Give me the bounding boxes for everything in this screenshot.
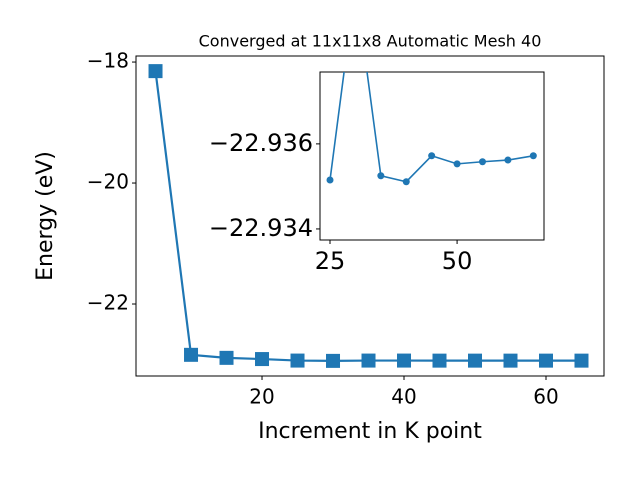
marker [148,64,163,79]
x-tick-label: 60 [533,385,558,409]
x-axis-label: Increment in K point [258,419,482,444]
marker [219,350,234,365]
marker [468,353,483,368]
y-axis-label: Energy (eV) [33,151,58,281]
marker [326,353,341,368]
marker [428,152,436,160]
y-tick-label: −22.936 [209,129,313,157]
x-tick-label: 50 [442,247,473,275]
marker [538,353,553,368]
marker [574,353,589,368]
marker [504,156,512,164]
chart-title: Converged at 11x11x8 Automatic Mesh 40 [199,32,542,51]
x-tick-label: 20 [249,385,274,409]
y-tick-label: −18 [87,49,129,73]
marker [478,158,486,166]
marker [290,353,305,368]
marker [453,160,461,168]
marker [377,172,385,180]
marker [402,178,410,186]
x-tick-label: 40 [391,385,416,409]
marker [255,352,270,367]
marker [503,353,518,368]
marker [326,176,334,184]
marker [184,347,199,362]
marker [361,353,376,368]
plot-area [326,72,537,186]
y-tick-label: −22 [87,291,129,315]
x-tick-label: 25 [315,247,346,275]
y-tick-label: −22.934 [209,214,313,242]
y-tick-label: −20 [87,170,129,194]
marker [397,353,412,368]
marker [432,353,447,368]
marker [529,152,537,160]
plot-area [148,64,589,368]
